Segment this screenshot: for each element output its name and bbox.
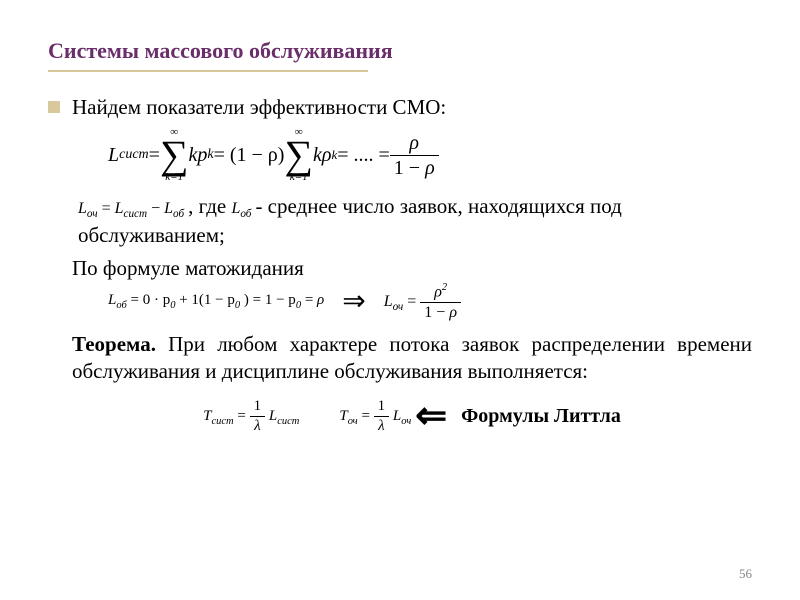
equation-l-sist: Lсист = ∞ ∑ k=1 kpk = (1 − ρ) ∞ ∑ k=1 kρ… [108,127,752,183]
page-number: 56 [739,566,752,582]
theorem-text: Теорема. При любом характере потока заяв… [72,331,752,386]
left-arrow-icon: ⇐ [415,392,447,441]
equation-l-ob: Lоб = 0 · p0 + 1(1 − p0 ) = 1 − p0 = ρ ⇒… [108,283,752,321]
line-expectation: По формуле матожидания [72,255,752,282]
implies-icon: ⇒ [342,284,365,320]
bullet-icon [48,101,60,113]
little-formulas: Tсист = 1 λ Lсист Tоч = 1 λ Lоч [72,392,752,441]
slide-title: Системы массового обслуживания [48,38,752,64]
line-l-och-def: Lоч = Lсист − Lоб , где Lоб - среднее чи… [78,193,752,249]
intro-line: Найдем показатели эффективности СМО: [72,94,752,121]
little-label: Формулы Литтла [461,403,621,429]
title-underline [48,70,368,72]
